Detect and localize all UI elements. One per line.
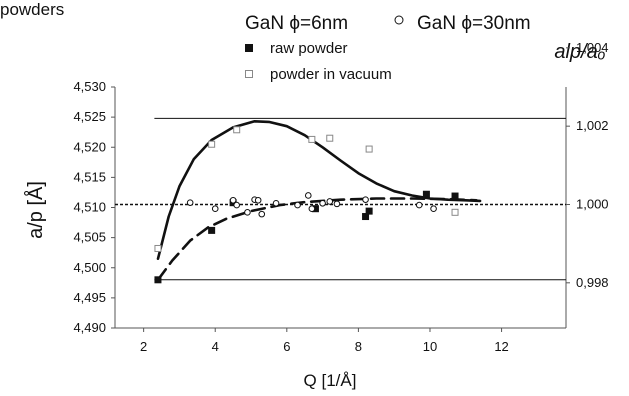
point-gan-30nm xyxy=(294,201,301,209)
x-tick-label: 12 xyxy=(494,339,508,354)
point-powder-in-vacuum xyxy=(154,244,162,252)
fit-curve-dashed xyxy=(156,197,478,282)
point-powder-in-vacuum xyxy=(233,126,241,134)
point-raw-powder xyxy=(451,192,459,200)
point-gan-30nm xyxy=(254,196,262,204)
point-gan-30nm xyxy=(319,199,326,207)
y-tick-label: 4,510 xyxy=(73,200,106,215)
point-gan-30nm xyxy=(430,205,437,213)
legend-title-30nm: GaN ϕ=30nm xyxy=(417,13,531,34)
point-powder-in-vacuum xyxy=(365,145,373,153)
point-raw-powder xyxy=(365,207,373,215)
point-powder-in-vacuum xyxy=(451,208,459,216)
point-gan-30nm xyxy=(304,192,312,199)
y2-axis-label: alp/aₒ xyxy=(554,41,605,63)
legend-title-6nm: GaN ϕ=6nm xyxy=(245,13,348,34)
x-tick-label: 8 xyxy=(355,339,362,354)
y-tick-label: 4,505 xyxy=(73,230,106,245)
legend-label-vacuum: powder in vacuum xyxy=(270,66,392,83)
y-tick-label: 4,515 xyxy=(73,169,106,184)
y2-tick-label: 0,998 xyxy=(576,275,609,290)
fit-curves xyxy=(156,120,482,282)
y-tick-label: 4,525 xyxy=(73,109,106,124)
corner-text: powders xyxy=(0,0,64,19)
y2-tick-label: 1,004 xyxy=(576,40,609,55)
point-raw-powder xyxy=(208,226,216,234)
x-tick-label: 2 xyxy=(140,339,147,354)
point-gan-30nm xyxy=(326,198,334,205)
point-gan-30nm xyxy=(308,205,316,213)
axes: 4,490 4,495 4,500 4,505 4,510 4,515 4,520 4,525… xyxy=(73,40,608,354)
point-raw-powder xyxy=(311,205,319,213)
point-gan-30nm xyxy=(229,196,237,204)
point-powder-in-vacuum xyxy=(208,140,216,148)
y2-tick-label: 1,000 xyxy=(576,196,609,211)
legend-marker-30nm xyxy=(394,15,404,25)
legend-marker-raw xyxy=(245,44,253,52)
point-gan-30nm xyxy=(211,205,219,213)
fit-curve-solid xyxy=(156,120,482,261)
y-tick-label: 4,500 xyxy=(73,260,106,275)
point-gan-30nm xyxy=(186,199,194,206)
y2-tick-label: 1,002 xyxy=(576,118,609,133)
point-gan-30nm xyxy=(333,200,341,208)
point-gan-30nm xyxy=(272,199,280,207)
x-axis-label: Q [1/Å] xyxy=(304,371,357,390)
x-tick-label: 4 xyxy=(212,339,219,354)
y-tick-label: 4,490 xyxy=(73,320,106,335)
point-gan-30nm xyxy=(258,210,266,218)
point-raw-powder xyxy=(154,276,162,284)
point-gan-30nm xyxy=(244,209,251,216)
y-tick-label: 4,520 xyxy=(73,139,106,154)
legend: GaN ϕ=6nm GaN ϕ=30nm raw powder powder i… xyxy=(245,13,531,83)
y-tick-label: 4,530 xyxy=(73,79,106,94)
point-raw-powder xyxy=(422,190,430,198)
data-points xyxy=(154,126,459,284)
point-gan-30nm xyxy=(233,201,240,209)
y-tick-label: 4,495 xyxy=(73,290,106,305)
y-axis-label: a/p [Å] xyxy=(24,181,47,239)
x-tick-label: 10 xyxy=(423,339,437,354)
x-tick-label: 6 xyxy=(283,339,290,354)
point-powder-in-vacuum xyxy=(308,135,316,143)
point-gan-30nm xyxy=(362,196,369,203)
legend-marker-vacuum xyxy=(245,70,253,78)
point-powder-in-vacuum xyxy=(326,134,334,142)
legend-label-raw: raw powder xyxy=(270,40,348,57)
point-gan-30nm xyxy=(415,201,423,209)
point-raw-powder xyxy=(362,213,370,221)
